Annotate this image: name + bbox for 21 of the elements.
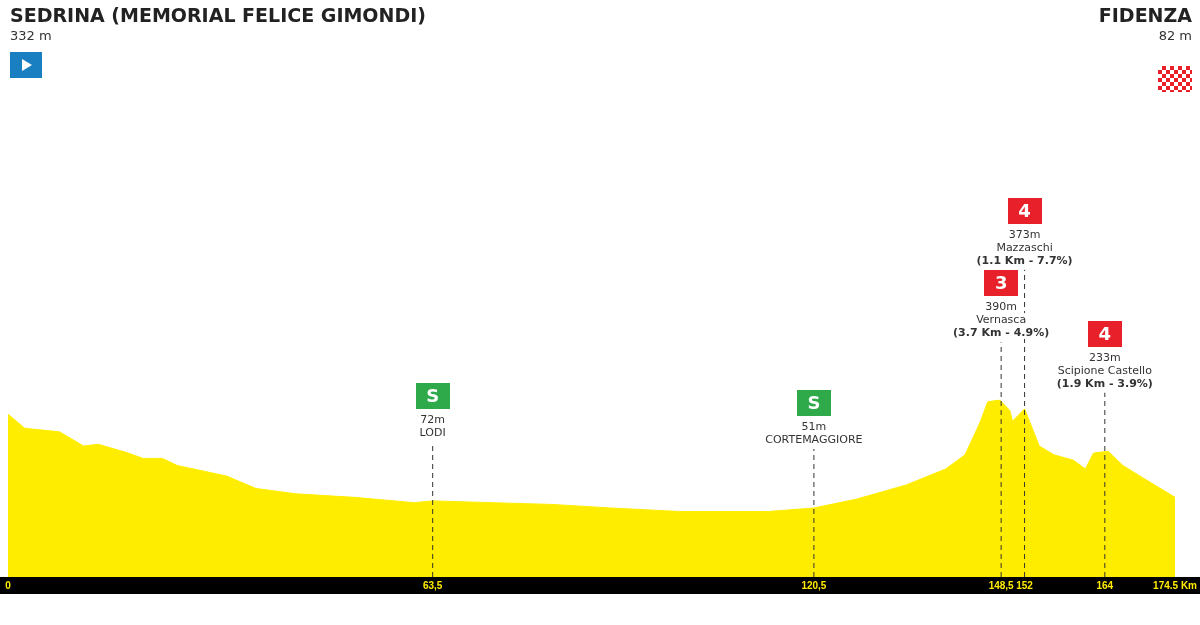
- chart-title: SEDRINA (MEMORIAL FELICE GIMONDI): [10, 4, 426, 26]
- flag-icon: S: [415, 382, 450, 409]
- text: 390m Vernasca (3.7 Km - 4.9%): [953, 300, 1050, 340]
- x-tick-label: 63,5: [422, 579, 443, 591]
- text: 82 m: [1158, 28, 1192, 43]
- text: 233m Scipione Castello (1.9 Km - 3.9%): [1056, 350, 1153, 390]
- x-tick-label: 0: [5, 579, 12, 591]
- flag-icon: 3: [984, 270, 1019, 297]
- x-tick-label: 174.5 Km: [1153, 579, 1198, 591]
- text: 72m LODI: [419, 412, 446, 439]
- text: 373m Mazzaschi (1.1 Km - 7.7%): [976, 227, 1073, 267]
- x-tick-label: 148,5: [988, 579, 1015, 591]
- x-tick-label: 164: [1096, 579, 1114, 591]
- flag-icon: 4: [1007, 197, 1042, 224]
- flag-icon: 4: [1087, 320, 1122, 347]
- flag-icon: S: [796, 389, 831, 416]
- x-tick-label: 120,5: [801, 579, 827, 591]
- chart-subtitle: 332 m: [10, 28, 52, 43]
- x-tick-label: 152: [1016, 579, 1034, 591]
- text: 51m CORTEMAGGIORE: [765, 419, 863, 446]
- text: FIDENZA: [1098, 4, 1192, 26]
